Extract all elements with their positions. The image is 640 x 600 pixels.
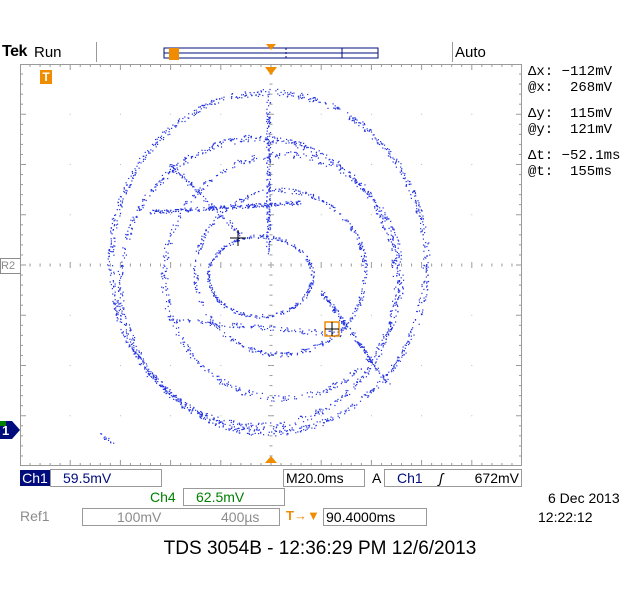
- status-divider: [96, 42, 97, 62]
- status-divider: [452, 42, 453, 62]
- ch4-label[interactable]: Ch4: [150, 489, 176, 505]
- cursor-b-icon[interactable]: [324, 321, 340, 337]
- footer-caption: TDS 3054B - 12:36:29 PM 12/6/2013: [163, 538, 477, 559]
- delta-y-readout: Δy: 115mV: [528, 106, 613, 122]
- delta-x-readout: Δx: −112mV: [528, 64, 613, 80]
- trigger-position-arrow-icon: T→▼: [286, 508, 320, 523]
- cursor-a-icon[interactable]: [230, 230, 246, 246]
- ref1-settings[interactable]: 100mV 400µs: [82, 508, 280, 526]
- ref2-marker[interactable]: R2: [0, 258, 21, 274]
- trigger-marker-icon: T: [40, 70, 52, 84]
- trigger-source: Ch1: [397, 470, 423, 486]
- graticule[interactable]: [20, 64, 522, 466]
- delta-t-readout: Δt: −52.1ms: [528, 148, 621, 164]
- record-position-indicator[interactable]: [160, 40, 385, 72]
- channel1-ground-marker-icon[interactable]: [0, 420, 22, 440]
- at-y-readout: @y: 121mV: [528, 122, 613, 138]
- at-t-readout: @t: 155ms: [528, 164, 613, 180]
- trigger-mode[interactable]: Auto: [455, 44, 486, 61]
- time: 12:22:12: [538, 509, 593, 525]
- ch1-scale[interactable]: 59.5mV: [50, 469, 162, 487]
- grid-ticks: [20, 64, 522, 466]
- ch1-label[interactable]: Ch1: [20, 470, 50, 486]
- trigger-type: A: [372, 470, 382, 486]
- xy-trace: [100, 88, 431, 444]
- timebase[interactable]: M20.0ms: [283, 469, 365, 487]
- trigger-level: 672mV: [474, 470, 519, 486]
- trigger-slope-icon: ʃ: [439, 470, 444, 486]
- cursor-readouts: Δx: −112mV @x: 268mV Δy: 115mV @y: 121mV…: [528, 64, 640, 180]
- ch4-scale[interactable]: 62.5mV: [183, 488, 285, 506]
- trigger-position-bottom-icon: [265, 456, 277, 463]
- at-x-readout: @x: 268mV: [528, 80, 613, 96]
- ref1-time: 400µs: [221, 509, 260, 525]
- trigger-position-value[interactable]: 90.4000ms: [323, 508, 427, 526]
- trigger-position-icon: [265, 67, 277, 75]
- ref1-scale: 100mV: [117, 509, 162, 525]
- date: 6 Dec 2013: [548, 490, 620, 506]
- brand-label: Tek: [2, 43, 27, 60]
- run-state[interactable]: Run: [34, 44, 62, 61]
- channel1-marker-label: 1: [2, 423, 10, 438]
- trigger-settings[interactable]: Ch1 ʃ 672mV: [384, 469, 522, 487]
- ref1-label[interactable]: Ref1: [20, 508, 50, 524]
